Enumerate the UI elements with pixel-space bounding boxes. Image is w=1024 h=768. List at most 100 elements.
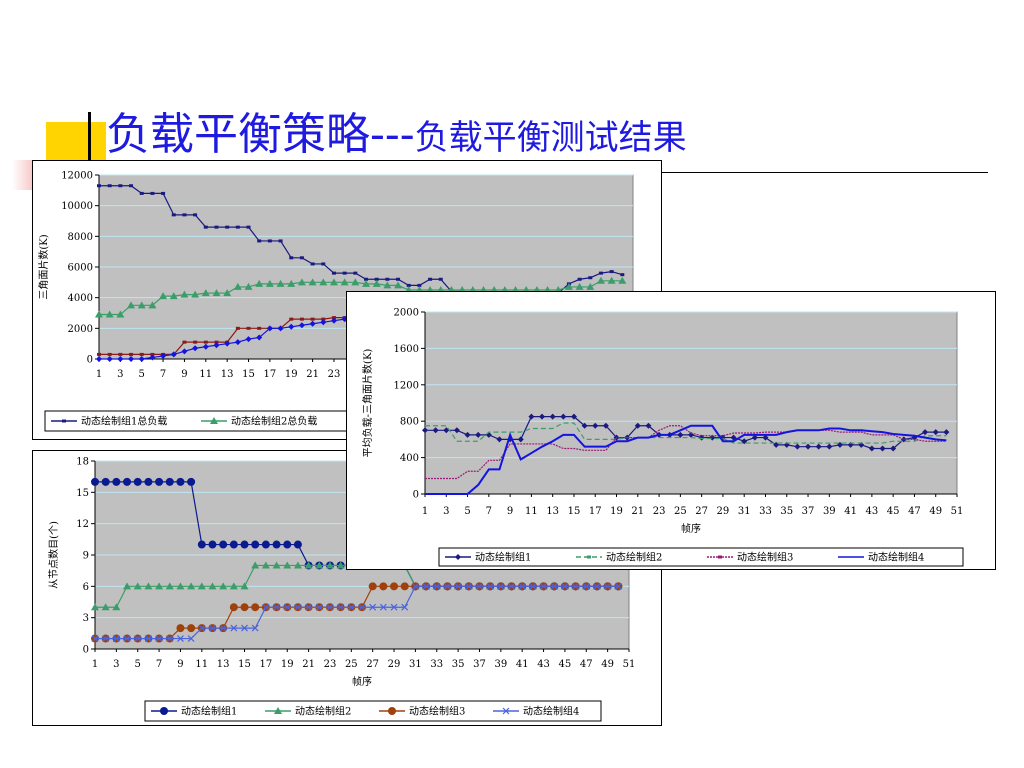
data-point bbox=[150, 352, 155, 356]
x-tick-label: 47 bbox=[908, 506, 921, 517]
data-point bbox=[213, 342, 220, 349]
data-point bbox=[139, 352, 144, 356]
x-tick-label: 15 bbox=[238, 659, 251, 670]
data-point bbox=[272, 540, 281, 549]
data-point bbox=[572, 582, 580, 590]
data-point bbox=[261, 561, 270, 569]
data-point bbox=[208, 540, 217, 549]
x-tick-label: 23 bbox=[324, 659, 337, 670]
y-tick-label: 1600 bbox=[394, 344, 419, 355]
data-point bbox=[165, 582, 174, 590]
x-tick-label: 49 bbox=[601, 659, 614, 670]
slide-title-sub: 负载平衡测试结果 bbox=[414, 118, 687, 158]
x-axis-label: 帧序 bbox=[352, 675, 372, 688]
data-point bbox=[230, 624, 238, 632]
data-point bbox=[677, 431, 684, 438]
data-point bbox=[240, 582, 249, 590]
data-point bbox=[315, 561, 324, 569]
data-point bbox=[602, 422, 609, 429]
x-tick-label: 13 bbox=[546, 506, 559, 517]
data-point bbox=[251, 603, 260, 612]
data-point bbox=[144, 582, 153, 590]
x-tick-label: 37 bbox=[802, 506, 815, 517]
data-point bbox=[283, 540, 292, 549]
data-point bbox=[575, 282, 584, 290]
data-point bbox=[176, 477, 185, 486]
data-point bbox=[422, 427, 428, 434]
series-2 bbox=[425, 422, 947, 444]
y-tick-label: 9 bbox=[83, 551, 89, 562]
data-point bbox=[401, 603, 409, 611]
x-tick-label: 43 bbox=[866, 506, 879, 517]
x-tick-label: 45 bbox=[887, 506, 900, 517]
y-tick-label: 1200 bbox=[394, 380, 419, 391]
data-point bbox=[171, 213, 176, 217]
x-tick-label: 19 bbox=[610, 506, 623, 517]
data-point bbox=[117, 356, 124, 362]
x-tick-label: 1 bbox=[422, 506, 428, 517]
data-point bbox=[476, 582, 483, 590]
legend-marker bbox=[388, 707, 396, 715]
data-point bbox=[101, 603, 110, 611]
legend-marker bbox=[718, 555, 722, 559]
x-tick-label: 45 bbox=[559, 659, 572, 670]
data-point bbox=[528, 413, 535, 420]
data-point bbox=[198, 624, 206, 632]
x-tick-label: 25 bbox=[674, 506, 687, 517]
data-point bbox=[251, 540, 260, 549]
data-point bbox=[593, 582, 601, 590]
data-point bbox=[277, 325, 284, 332]
data-point bbox=[614, 582, 622, 590]
series-3 bbox=[425, 425, 947, 480]
data-point bbox=[176, 624, 185, 633]
data-point bbox=[309, 320, 316, 327]
data-point bbox=[581, 422, 588, 429]
data-point bbox=[321, 262, 326, 266]
data-point bbox=[105, 310, 114, 318]
x-tick-label: 5 bbox=[139, 369, 145, 380]
data-point bbox=[432, 427, 439, 434]
series-4 bbox=[91, 582, 622, 642]
y-tick-label: 10000 bbox=[61, 201, 93, 212]
data-point bbox=[396, 277, 401, 281]
data-point bbox=[325, 561, 334, 569]
x-tick-label: 7 bbox=[160, 369, 166, 380]
data-point bbox=[539, 413, 546, 420]
data-point bbox=[634, 422, 641, 429]
x-tick-label: 35 bbox=[452, 659, 465, 670]
data-point bbox=[890, 445, 897, 452]
y-axis-label: 三角面片数(K) bbox=[37, 234, 50, 299]
legend-marker bbox=[274, 707, 282, 714]
data-point bbox=[411, 582, 419, 590]
data-point bbox=[214, 225, 219, 229]
data-point bbox=[118, 352, 123, 356]
data-point bbox=[326, 603, 334, 611]
x-tick-label: 13 bbox=[217, 659, 230, 670]
data-point bbox=[256, 334, 263, 341]
legend-marker bbox=[62, 419, 66, 423]
data-point bbox=[932, 429, 939, 436]
data-point bbox=[197, 540, 206, 549]
data-point bbox=[223, 289, 232, 297]
x-tick-label: 33 bbox=[759, 506, 772, 517]
data-point bbox=[262, 603, 270, 611]
x-tick-label: 19 bbox=[285, 369, 298, 380]
data-point bbox=[529, 582, 537, 590]
data-point bbox=[101, 477, 110, 486]
x-tick-label: 11 bbox=[199, 369, 212, 380]
data-point bbox=[320, 319, 327, 326]
data-point bbox=[123, 635, 131, 642]
data-point bbox=[180, 290, 189, 298]
legend-marker bbox=[160, 707, 168, 715]
series-line bbox=[425, 424, 947, 495]
data-point bbox=[245, 336, 252, 343]
x-tick-label: 23 bbox=[653, 506, 666, 517]
data-point bbox=[340, 278, 349, 286]
data-point bbox=[229, 603, 238, 612]
data-point bbox=[422, 582, 430, 590]
data-point bbox=[261, 540, 270, 549]
data-point bbox=[187, 624, 196, 633]
data-point bbox=[255, 279, 264, 287]
x-tick-label: 5 bbox=[464, 506, 470, 517]
data-point bbox=[517, 436, 524, 443]
